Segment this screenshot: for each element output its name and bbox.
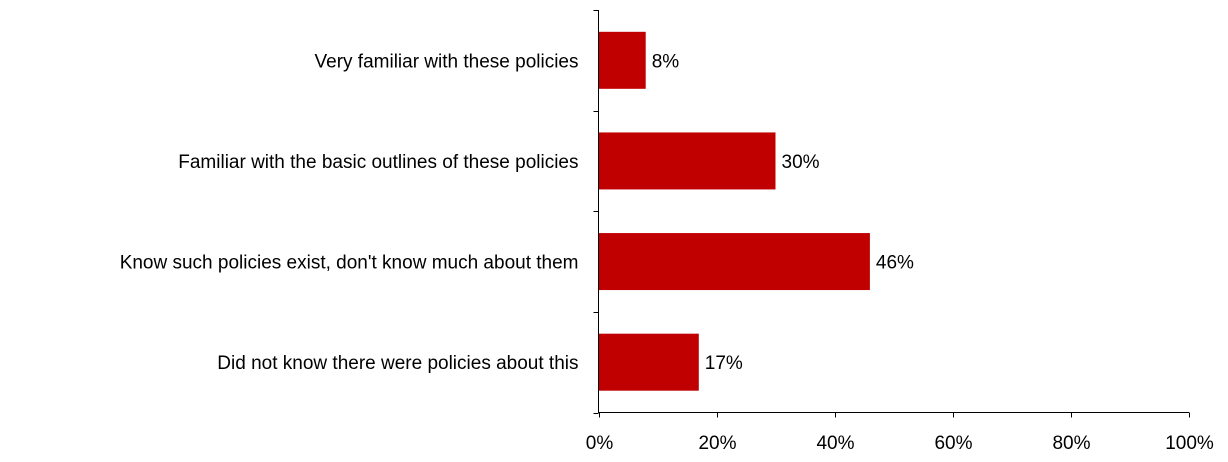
data-label: 46% (876, 253, 914, 274)
x-tick-label: 40% (816, 433, 854, 454)
labels-layer: Very familiar with these policies 8% Famil… (120, 51, 1214, 454)
bar (598, 333, 699, 391)
category-label: Know such policies exist, don't know muc… (120, 253, 579, 274)
bar (598, 132, 776, 190)
data-label: 8% (652, 51, 680, 72)
category-label: Very familiar with these policies (315, 51, 579, 72)
data-label: 30% (782, 152, 820, 173)
category-label: Familiar with the basic outlines of thes… (178, 152, 578, 173)
category-label: Did not know there were policies about t… (217, 353, 578, 374)
bar (598, 233, 870, 291)
x-tick-label: 80% (1052, 433, 1090, 454)
x-tick-label: 0% (586, 433, 614, 454)
bars-layer (598, 31, 870, 391)
x-tick-label: 100% (1165, 433, 1214, 454)
x-tick-label: 20% (698, 433, 736, 454)
x-tick-label: 60% (934, 433, 972, 454)
bar (598, 31, 646, 89)
ticks-layer (593, 10, 1190, 418)
data-label: 17% (705, 353, 743, 374)
